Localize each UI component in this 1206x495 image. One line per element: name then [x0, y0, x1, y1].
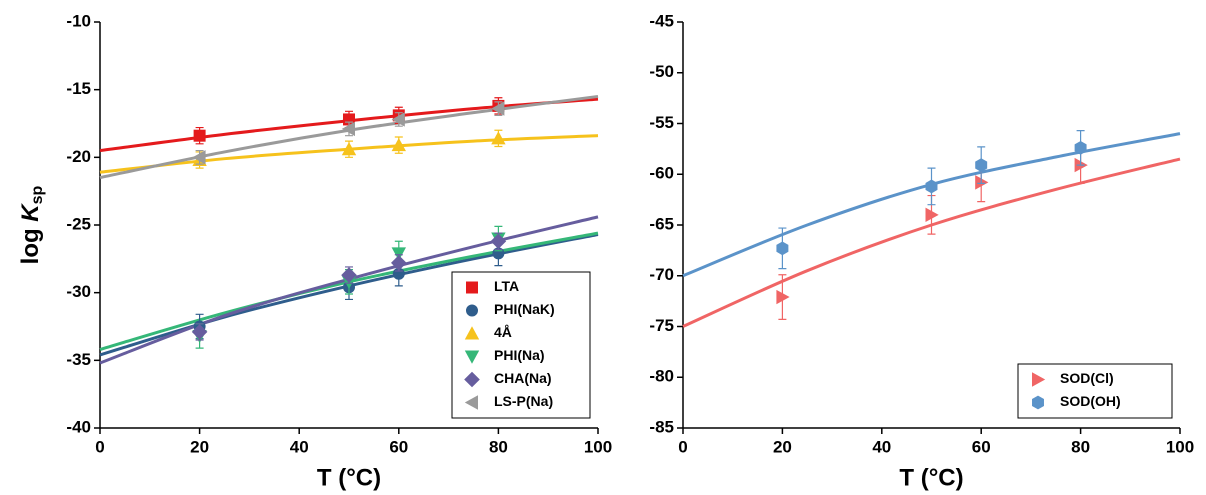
x-tick-label: 80	[489, 437, 508, 456]
data-point	[191, 324, 208, 340]
x-tick-label: 20	[190, 437, 209, 456]
y-title-text: log	[17, 222, 44, 265]
x-tick-label: 100	[584, 437, 612, 456]
data-point	[193, 129, 206, 142]
legend-marker	[1032, 395, 1044, 410]
legend-label: LS-P(Na)	[494, 393, 553, 409]
y-tick-label: -75	[649, 316, 674, 335]
y-tick-label: -10	[66, 11, 91, 30]
x-tick-label: 80	[1071, 437, 1090, 456]
y-tick-label: -15	[66, 79, 91, 98]
data-point	[491, 101, 505, 116]
x-tick-label: 40	[290, 437, 309, 456]
data-point	[776, 241, 789, 256]
x-tick-label: 20	[773, 437, 792, 456]
y-tick-label: -35	[66, 350, 91, 369]
y-tick-label: -70	[649, 265, 674, 284]
data-point	[341, 121, 355, 137]
y-tick-label: -80	[649, 367, 674, 386]
legend-marker	[464, 326, 480, 340]
y-title-italic: K	[17, 203, 44, 222]
x-axis-title: T (°C)	[317, 464, 381, 491]
x-tick-label: 0	[95, 437, 104, 456]
y-tick-label: -30	[66, 282, 91, 301]
data-point	[341, 267, 357, 283]
data-point	[391, 247, 406, 261]
legend-box	[1017, 363, 1173, 419]
data-point	[925, 207, 939, 223]
y-tick-label: -60	[649, 164, 674, 183]
legend-label: LTA	[494, 278, 519, 294]
legend-label: PHI(Na)	[494, 347, 545, 363]
x-tick-label: 0	[678, 437, 687, 456]
legend-marker	[466, 281, 478, 294]
legend-marker	[1032, 372, 1046, 387]
y-tick-label: -45	[649, 11, 674, 30]
y-tick-label: -40	[66, 417, 91, 436]
legend-marker	[464, 350, 480, 364]
legend-marker	[464, 395, 478, 410]
y-tick-label: -65	[649, 214, 674, 233]
legend-marker	[466, 304, 478, 317]
data-point	[391, 255, 407, 271]
data-point	[391, 112, 405, 127]
x-tick-label: 60	[972, 437, 991, 456]
data-point	[975, 175, 989, 190]
data-point	[975, 158, 988, 173]
x-axis-title: T (°C)	[899, 464, 963, 491]
x-tick-label: 60	[389, 437, 408, 456]
y-title-sub: sp	[29, 185, 46, 204]
data-point	[391, 137, 406, 152]
y-tick-label: -20	[66, 147, 91, 166]
y-tick-label: -50	[649, 62, 674, 81]
data-point	[925, 179, 938, 194]
y-tick-label: -55	[649, 113, 674, 132]
y-tick-label: -85	[649, 417, 674, 436]
legend-label: SOD(Cl)	[1060, 370, 1114, 386]
x-tick-label: 40	[872, 437, 891, 456]
y-tick-label: -25	[66, 214, 91, 233]
legend-label: SOD(OH)	[1060, 393, 1121, 409]
data-point	[776, 289, 790, 305]
x-tick-label: 100	[1166, 437, 1194, 456]
data-point	[491, 131, 506, 145]
fit-line	[99, 94, 599, 180]
data-point	[192, 150, 206, 165]
data-point	[341, 142, 357, 156]
legend-label: CHA(Na)	[494, 370, 552, 386]
data-point	[1074, 140, 1087, 155]
legend-label: 4Å	[494, 324, 512, 340]
data-point	[490, 233, 507, 250]
y-axis-title: log Ksp	[17, 185, 46, 264]
legend-marker	[464, 371, 480, 388]
legend-label: PHI(NaK)	[494, 301, 555, 317]
legend-box	[451, 271, 591, 419]
